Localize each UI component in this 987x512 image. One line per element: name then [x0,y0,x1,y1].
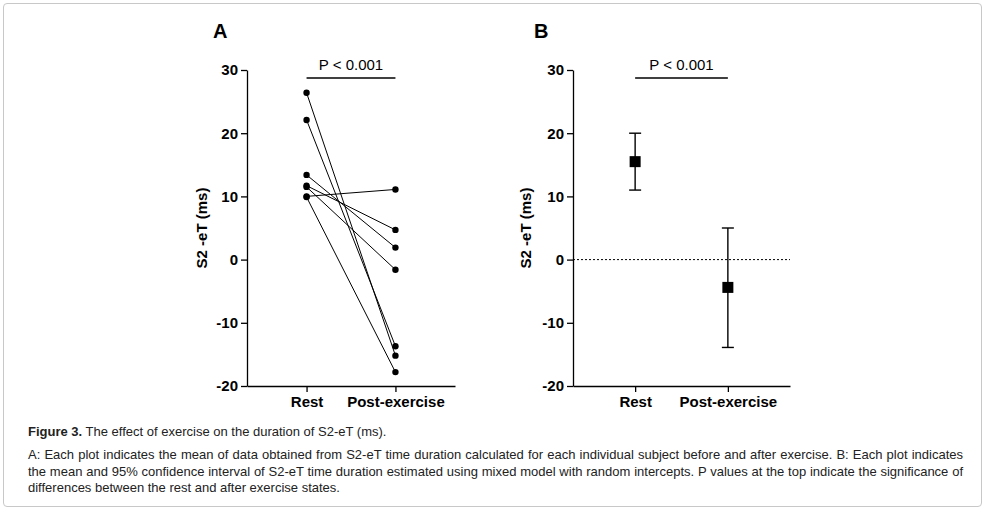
y-tick-label: 0 [230,251,238,268]
error-cap [722,347,734,348]
y-tick-mark [241,259,247,260]
data-point [303,172,309,178]
x-tick: Rest [619,386,652,410]
y-tick: 30 [221,61,247,78]
subject-line [307,120,396,346]
caption-head: Figure 3. The effect of exercise on the … [28,424,963,439]
panel-title: A [213,20,227,42]
y-tick: -20 [216,377,247,394]
annotation: P < 0.001 [649,56,713,73]
annotation: P < 0.001 [319,56,383,73]
data-point [303,90,309,96]
mean-point [630,156,641,167]
panel-title: B [534,20,548,42]
x-tick-label: Post-exercise [680,393,778,410]
y-tick-mark [241,386,247,387]
y-tick-mark [241,133,247,134]
x-tick: Rest [291,386,324,410]
y-tick: -20 [542,377,573,394]
y-tick-mark [567,323,573,324]
y-tick: 20 [221,125,247,142]
y-tick-mark [241,323,247,324]
panel: -20 -10 0 10 20 30 Rest Post-exercise A S2 -eT (m… [193,20,456,410]
data-point [303,194,309,200]
data-point [392,343,398,349]
subject-line [307,189,396,196]
y-tick: 10 [221,188,247,205]
reference-line [573,259,790,260]
x-tick-label: Post-exercise [347,393,445,410]
y-tick: -10 [542,314,573,331]
caption-label: Figure 3. [28,424,82,439]
y-tick-mark [241,70,247,71]
y-tick-label: -10 [216,314,238,331]
y-axis: -20 -10 0 10 20 30 [216,61,247,394]
y-tick-label: -10 [542,314,564,331]
x-tick-mark [635,386,636,392]
data-point [392,244,398,250]
x-tick: Post-exercise [347,386,445,410]
y-tick-label: 10 [221,188,238,205]
x-tick-label: Rest [619,393,652,410]
data-point [392,267,398,273]
y-tick-label: -20 [542,377,564,394]
subject-line [307,175,396,248]
y-axis-line [247,71,248,387]
error-cap [722,227,734,228]
y-axis-line [573,71,574,387]
y-tick-label: 10 [547,188,564,205]
plot-marks [303,90,398,376]
x-tick-mark [728,386,729,392]
mean-point [722,282,733,293]
data-point [392,227,398,233]
y-tick-label: 30 [547,61,564,78]
data-point [303,184,309,190]
y-tick: 20 [547,125,573,142]
x-axis: Rest Post-exercise [248,386,456,410]
y-tick-mark [241,196,247,197]
data-point [392,186,398,192]
y-tick-label: 20 [221,125,238,142]
x-tick-mark [306,386,307,392]
x-tick: Post-exercise [680,386,778,410]
subject-line [307,197,396,372]
y-tick: 10 [547,188,573,205]
y-tick-mark [567,133,573,134]
y-tick: 0 [556,251,573,268]
y-tick-mark [567,259,573,260]
x-tick-label: Rest [291,393,324,410]
x-tick-mark [395,386,396,392]
x-axis-line [574,386,791,387]
y-tick-label: 20 [547,125,564,142]
y-tick-mark [567,70,573,71]
panel: -20 -10 0 10 20 30 Rest Post-exercise B S2 -eT (m… [517,20,791,410]
data-point [392,352,398,358]
data-point [303,193,309,199]
subject-line [307,187,396,270]
y-tick: 30 [547,61,573,78]
spacer [82,424,85,439]
significance-bracket [635,77,728,78]
y-axis: -20 -10 0 10 20 30 [542,61,573,394]
caption-title: The effect of exercise on the duration o… [86,424,387,439]
x-axis-line [248,386,456,387]
data-point [392,369,398,375]
y-tick-mark [567,196,573,197]
significance-bracket [307,77,396,78]
y-tick-label: 30 [221,61,238,78]
y-tick: 0 [230,251,247,268]
x-axis: Rest Post-exercise [574,386,791,410]
plot-marks [573,133,790,347]
y-axis-title: S2 -eT (ms) [517,188,534,269]
y-tick-label: 0 [556,251,564,268]
y-tick-mark [567,386,573,387]
caption-text: A: Each plot indicates the mean of data … [28,447,963,497]
data-point [303,117,309,123]
error-cap [629,132,641,133]
y-tick-label: -20 [216,377,238,394]
error-cap [629,189,641,190]
y-axis-title: S2 -eT (ms) [193,188,210,269]
y-tick: -10 [216,314,247,331]
